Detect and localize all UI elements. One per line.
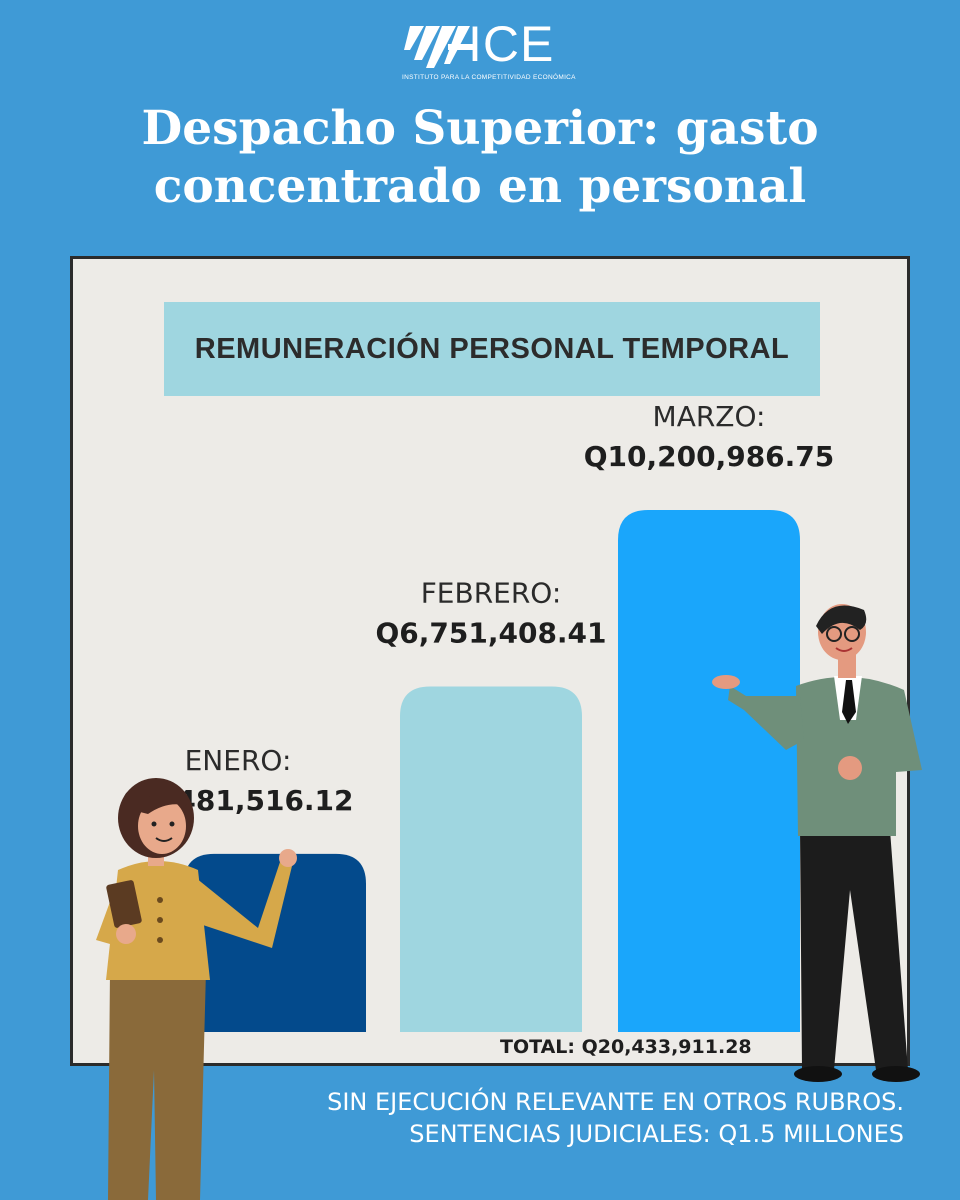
bar-1	[400, 686, 582, 1032]
logo-wordmark: ICE	[468, 16, 555, 72]
footer-note: SIN EJECUCIÓN RELEVANTE EN OTROS RUBROS.…	[0, 1086, 904, 1150]
man-presenter-illustration	[712, 604, 922, 1082]
footer-line-1: SIN EJECUCIÓN RELEVANTE EN OTROS RUBROS.	[327, 1088, 904, 1116]
value-label-1: Q6,751,408.41	[375, 617, 606, 650]
category-label-1: FEBRERO:	[421, 577, 562, 610]
ice-logo: ICE INSTITUTO PARA LA COMPETITIVIDAD ECO…	[400, 16, 576, 88]
total-label: TOTAL: Q20,433,911.28	[500, 1036, 752, 1058]
category-label-2: MARZO:	[653, 400, 766, 433]
title-line-1: Despacho Superior: gasto	[141, 101, 819, 156]
value-label-2: Q10,200,986.75	[584, 440, 835, 473]
bar-0	[184, 853, 366, 1032]
bar-2	[618, 510, 800, 1032]
chart-title: REMUNERACIÓN PERSONAL TEMPORAL	[194, 332, 790, 365]
category-label-0: ENERO:	[185, 744, 292, 777]
ice-logo-mark-icon	[404, 26, 474, 68]
page-title: Despacho Superior: gasto concentrado en …	[0, 100, 960, 216]
chart-title-box: REMUNERACIÓN PERSONAL TEMPORAL	[164, 302, 820, 396]
woman-presenter-illustration	[96, 778, 297, 1200]
title-line-2: concentrado en personal	[153, 159, 807, 214]
logo-subtitle: INSTITUTO PARA LA COMPETITIVIDAD ECONÓMI…	[402, 74, 576, 81]
footer-line-2: SENTENCIAS JUDICIALES: Q1.5 MILLONES	[409, 1120, 904, 1148]
